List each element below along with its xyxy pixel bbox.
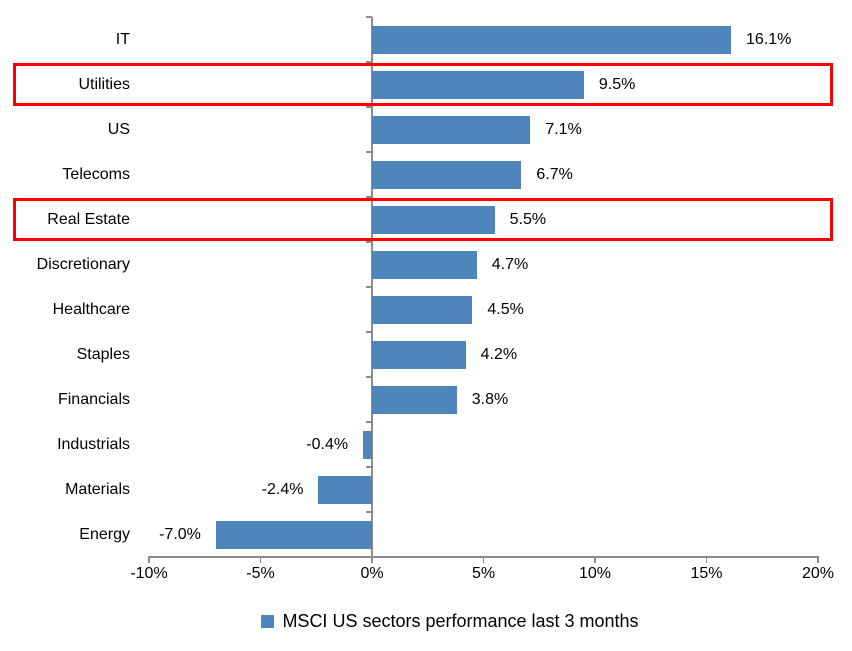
bar-real-estate: [372, 205, 495, 234]
bar-it: [372, 25, 732, 54]
x-tick: [705, 556, 708, 563]
category-label-utilities: Utilities: [78, 75, 130, 93]
category-label-financials: Financials: [57, 390, 130, 408]
category-tick: [365, 286, 372, 288]
category-tick: [365, 106, 372, 108]
highlight-box-real-estate: [13, 197, 833, 241]
category-label-discretionary: Discretionary: [36, 255, 130, 273]
bar-utilities: [372, 70, 584, 99]
value-label-energy: -7.0%: [159, 525, 201, 543]
legend-series-marker-icon: [261, 615, 275, 628]
value-label-financials: 3.8%: [471, 390, 509, 408]
category-tick: [365, 16, 372, 18]
category-tick: [365, 196, 372, 198]
category-label-it: IT: [115, 30, 130, 48]
x-tick: [371, 556, 373, 563]
value-label-industrials: -0.4%: [306, 435, 349, 453]
value-label-it: 16.1%: [746, 30, 792, 48]
bar-materials: [318, 475, 372, 504]
x-tick: [594, 556, 596, 563]
category-tick: [365, 376, 372, 378]
bar-industrials: [363, 430, 372, 459]
x-tick: [482, 556, 485, 563]
x-tick-label: -10%: [130, 565, 168, 582]
category-tick: [365, 511, 372, 513]
category-label-industrials: Industrials: [57, 435, 130, 453]
value-label-utilities: 9.5%: [598, 75, 636, 93]
category-label-us: US: [107, 120, 130, 138]
value-label-healthcare: 4.5%: [487, 300, 524, 318]
category-label-materials: Materials: [65, 480, 130, 498]
value-label-staples: 4.2%: [480, 345, 518, 363]
legend: MSCI US sectors performance last 3 month…: [0, 611, 852, 632]
x-tick-label: 15%: [690, 565, 723, 582]
bar-telecoms: [372, 160, 522, 189]
x-tick-label: 10%: [578, 565, 612, 582]
x-tick-label: 20%: [801, 565, 835, 582]
value-label-telecoms: 6.7%: [536, 165, 573, 183]
bar-energy: [215, 520, 372, 549]
category-tick: [365, 61, 372, 63]
legend-label: MSCI US sectors performance last 3 month…: [282, 611, 639, 631]
category-tick: [365, 466, 372, 468]
value-label-discretionary: 4.7%: [491, 255, 529, 273]
value-label-real-estate: 5.5%: [509, 210, 547, 228]
bar-discretionary: [372, 250, 477, 279]
category-label-healthcare: Healthcare: [52, 300, 130, 318]
x-tick: [148, 556, 150, 563]
category-tick: [365, 151, 372, 153]
category-tick: [365, 421, 372, 423]
x-tick-label: -5%: [246, 565, 275, 582]
bar-healthcare: [372, 295, 473, 324]
x-tick: [817, 556, 819, 563]
highlight-box-utilities: [13, 62, 833, 106]
category-label-real-estate: Real Estate: [47, 210, 130, 228]
bar-staples: [372, 340, 466, 369]
value-label-materials: -2.4%: [261, 480, 304, 498]
category-tick: [365, 241, 372, 243]
y-axis-line: [371, 17, 373, 556]
category-label-energy: Energy: [79, 525, 130, 543]
x-tick-label: 5%: [471, 565, 496, 582]
bar-us: [372, 115, 531, 144]
x-tick: [259, 556, 262, 563]
value-label-us: 7.1%: [545, 120, 582, 138]
category-label-telecoms: Telecoms: [62, 165, 130, 183]
category-label-staples: Staples: [76, 345, 130, 363]
category-tick: [365, 331, 372, 333]
x-tick-label: 0%: [360, 565, 384, 582]
bar-financials: [372, 385, 457, 414]
